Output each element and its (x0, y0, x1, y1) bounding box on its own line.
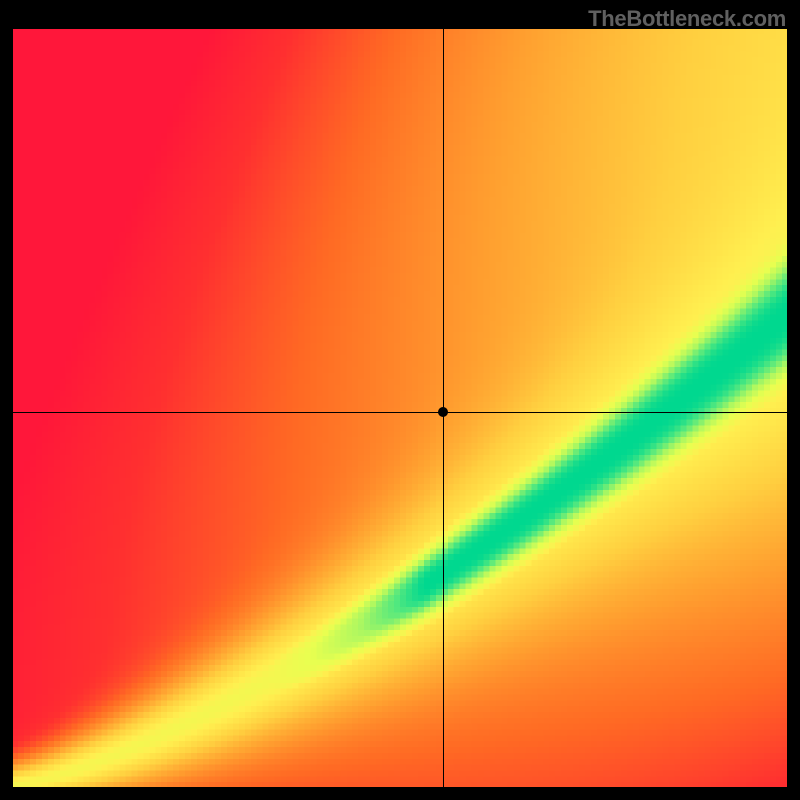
marker-dot (438, 407, 448, 417)
heatmap-area (12, 28, 788, 788)
heatmap-canvas (12, 28, 788, 788)
bottleneck-chart: TheBottleneck.com (0, 0, 800, 800)
watermark-text: TheBottleneck.com (588, 6, 786, 32)
crosshair-horizontal (12, 412, 788, 413)
